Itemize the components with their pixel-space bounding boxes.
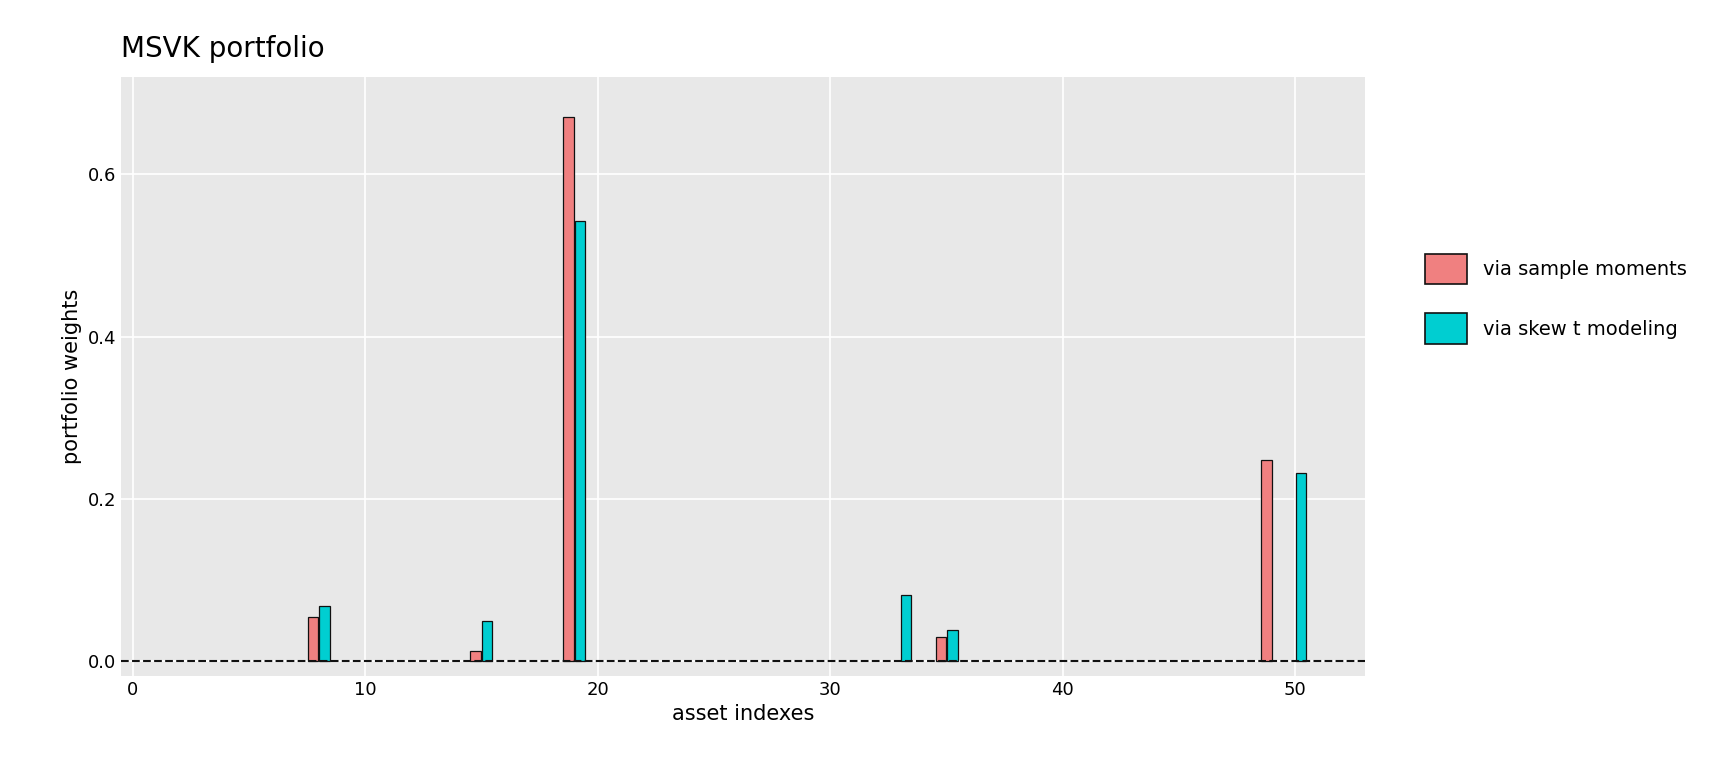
Bar — [1296, 473, 1306, 661]
Bar — [947, 631, 957, 661]
Bar — [470, 651, 480, 661]
Bar — [320, 606, 330, 661]
Bar — [482, 621, 492, 661]
Bar — [900, 594, 911, 661]
Legend: via sample moments, via skew t modeling: via sample moments, via skew t modeling — [1424, 254, 1687, 343]
Bar — [563, 118, 574, 661]
Bar — [575, 221, 586, 661]
Text: MSVK portfolio: MSVK portfolio — [121, 35, 325, 63]
Y-axis label: portfolio weights: portfolio weights — [62, 289, 81, 464]
Bar — [308, 617, 318, 661]
X-axis label: asset indexes: asset indexes — [672, 704, 814, 724]
Bar — [1261, 460, 1272, 661]
Bar — [935, 637, 945, 661]
